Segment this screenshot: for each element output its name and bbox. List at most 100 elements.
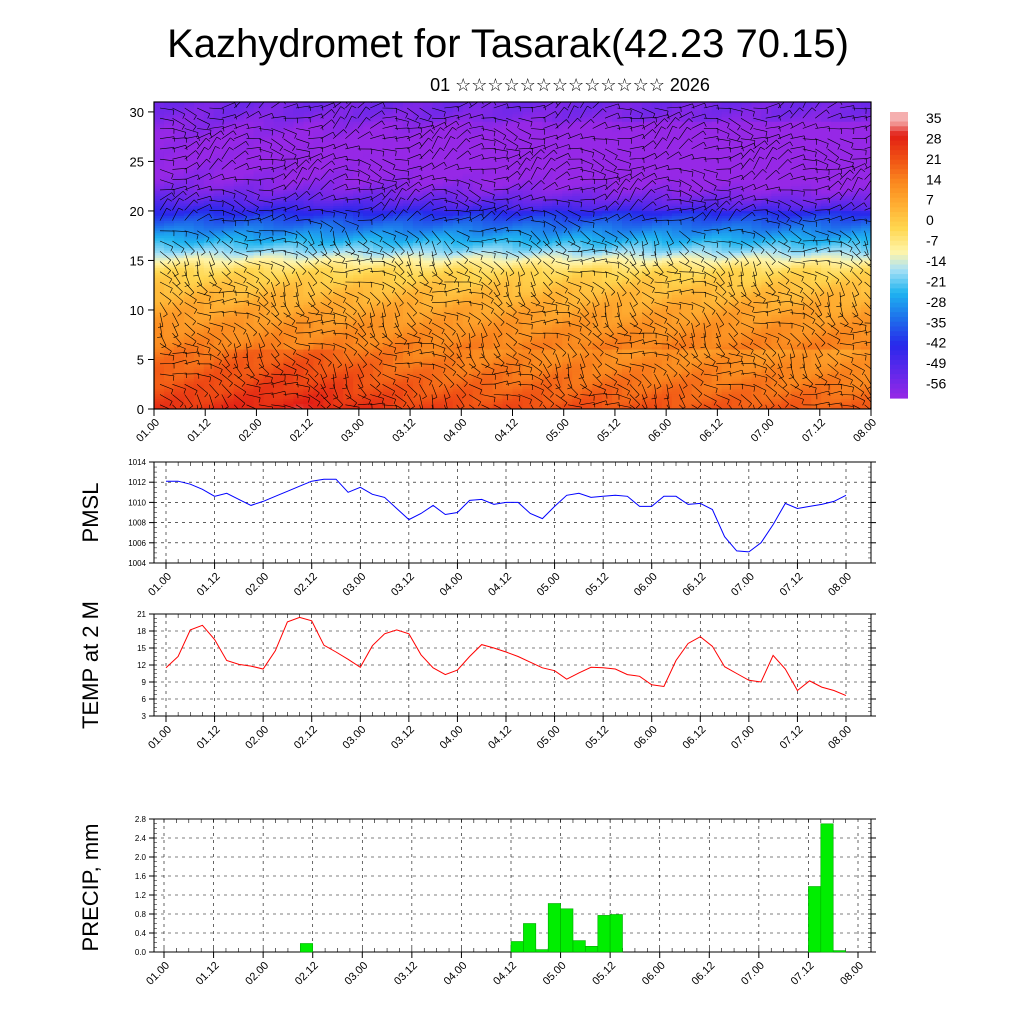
temperature-cell (383, 287, 394, 291)
temperature-cell (343, 114, 354, 118)
temperature-cell (223, 396, 235, 400)
temperature-cell (472, 151, 484, 155)
temperature-cell (482, 381, 494, 385)
temperature-cell (452, 260, 464, 264)
temperature-cell (373, 201, 384, 205)
temperature-cell (263, 357, 275, 361)
temperature-cell (343, 181, 354, 185)
temperature-cell (432, 342, 444, 346)
temperature-cell (542, 371, 553, 375)
temperature-cell (283, 134, 295, 138)
temperature-cell (293, 205, 304, 210)
temperature-cell (233, 181, 245, 185)
temperature-cell (243, 396, 255, 400)
temperature-cell (223, 171, 235, 175)
temperature-cell (343, 111, 354, 115)
temperature-cell (243, 357, 255, 361)
temperature-cell (462, 166, 474, 170)
temperature-cell (542, 141, 553, 145)
temperature-cell (243, 208, 255, 212)
temperature-cell (313, 153, 324, 158)
temperature-cell (452, 116, 464, 120)
temperature-cell (263, 168, 275, 172)
temperature-cell (383, 260, 394, 264)
temperature-cell (442, 230, 454, 234)
temperature-cell (373, 153, 384, 158)
temperature-cell (462, 319, 474, 323)
temperature-cell (163, 161, 175, 165)
temperature-cell (173, 312, 185, 316)
temperature-cell (323, 302, 334, 306)
temperature-cell (193, 337, 205, 341)
temperature-cell (193, 334, 205, 338)
temperature-cell (173, 156, 185, 160)
temperature-cell (203, 322, 215, 326)
temperature-cell (363, 332, 374, 336)
temperature-cell (432, 371, 444, 375)
temperature-cell (492, 245, 504, 249)
temperature-cell (412, 406, 424, 409)
temperature-cell (203, 309, 215, 314)
temperature-cell (173, 106, 185, 111)
temperature-cell (363, 158, 374, 163)
temperature-cell (253, 119, 265, 123)
temperature-cell (472, 245, 484, 249)
temperature-cell (462, 290, 474, 294)
temperature-cell (154, 208, 165, 212)
temperature-cell (243, 131, 255, 135)
temperature-cell (472, 235, 484, 239)
temperature-cell (313, 272, 324, 276)
temperature-cell (293, 361, 304, 366)
temperature-cell (552, 173, 563, 177)
temperature-cell (482, 379, 494, 383)
temperature-cell (163, 186, 175, 190)
temperature-cell (323, 280, 334, 284)
temperature-cell (542, 131, 553, 135)
temperature-cell (313, 126, 324, 130)
temperature-cell (532, 267, 543, 271)
temperature-cell (452, 265, 464, 269)
temperature-cell (263, 352, 275, 356)
temperature-cell (323, 265, 334, 269)
temperature-cell (363, 238, 374, 242)
temperature-cell (203, 173, 215, 177)
temperature-cell (313, 394, 324, 398)
temperature-cell (333, 240, 344, 244)
temperature-cell (363, 309, 374, 314)
temperature-cell (482, 233, 494, 237)
temperature-cell (383, 153, 394, 158)
temperature-cell (273, 384, 285, 388)
temperature-cell (154, 401, 165, 405)
temperature-cell (293, 337, 304, 341)
temperature-cell (512, 188, 524, 192)
temperature-cell (163, 111, 175, 115)
temperature-cell (432, 114, 444, 118)
temperature-cell (432, 344, 444, 348)
temperature-cell (323, 317, 334, 321)
temperature-cell (462, 171, 474, 175)
temperature-cell (353, 300, 364, 304)
temperature-cell (373, 245, 384, 249)
temperature-cell (243, 290, 255, 294)
temperature-cell (313, 131, 324, 135)
temperature-cell (333, 205, 344, 210)
temperature-cell (154, 156, 165, 160)
temperature-cell (283, 223, 295, 227)
temperature-cell (313, 213, 324, 217)
temperature-cell (462, 357, 474, 361)
temperature-cell (233, 371, 245, 375)
temperature-cell (303, 193, 314, 197)
temperature-cell (323, 238, 334, 242)
temperature-cell (263, 191, 275, 195)
temperature-cell (402, 305, 414, 309)
temperature-cell (512, 339, 524, 343)
temperature-cell (482, 369, 494, 373)
temperature-cell (333, 391, 344, 395)
temperature-cell (482, 253, 494, 257)
temperature-cell (422, 361, 434, 366)
temperature-cell (412, 285, 424, 289)
temperature-cell (223, 386, 235, 390)
temperature-cell (203, 191, 215, 195)
temperature-cell (462, 114, 474, 118)
temperature-cell (432, 201, 444, 205)
